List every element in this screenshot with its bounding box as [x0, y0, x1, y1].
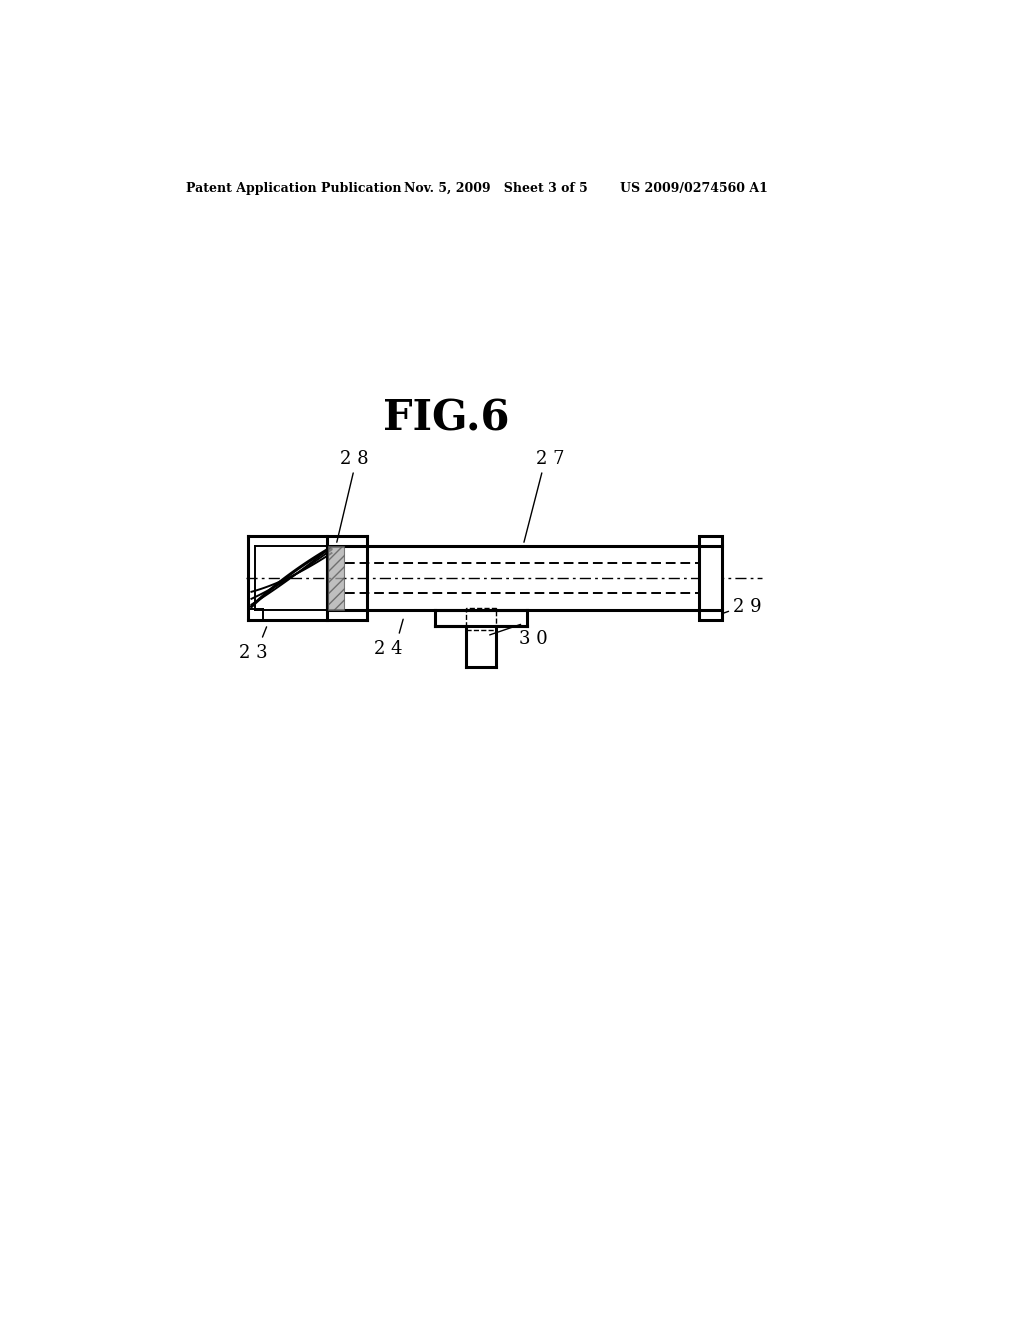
Text: 2 8: 2 8	[340, 450, 369, 469]
Text: 2 7: 2 7	[536, 450, 564, 469]
Text: Nov. 5, 2009   Sheet 3 of 5: Nov. 5, 2009 Sheet 3 of 5	[403, 182, 588, 194]
Text: Patent Application Publication: Patent Application Publication	[186, 182, 401, 194]
Bar	[327, 545, 712, 610]
Bar	[329, 545, 344, 610]
Text: US 2009/0274560 A1: US 2009/0274560 A1	[620, 182, 767, 194]
Bar	[698, 536, 722, 620]
Bar	[466, 609, 497, 630]
Text: 2 3: 2 3	[240, 644, 268, 661]
Text: 3 0: 3 0	[519, 630, 548, 648]
Text: FIG.6: FIG.6	[383, 397, 510, 440]
Text: 2 4: 2 4	[374, 640, 402, 657]
Text: 2 9: 2 9	[733, 598, 761, 615]
